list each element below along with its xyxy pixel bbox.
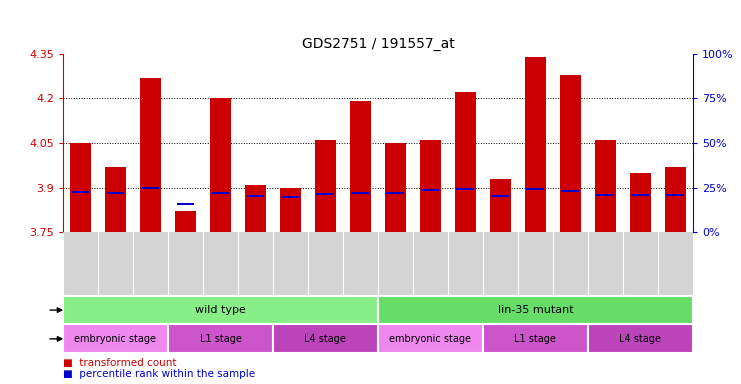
Bar — [378, 296, 693, 324]
Text: embryonic stage: embryonic stage — [75, 334, 156, 344]
Bar — [378, 324, 483, 353]
Bar — [631, 194, 649, 197]
Text: wild type: wild type — [195, 305, 246, 315]
Bar — [72, 191, 90, 193]
Bar — [560, 74, 581, 232]
Bar — [105, 167, 126, 232]
Bar — [525, 57, 546, 232]
Bar — [70, 143, 91, 232]
Bar — [140, 78, 161, 232]
Title: GDS2751 / 191557_at: GDS2751 / 191557_at — [302, 37, 454, 51]
Bar — [526, 188, 545, 190]
Text: ■  percentile rank within the sample: ■ percentile rank within the sample — [63, 369, 255, 379]
Bar — [483, 324, 588, 353]
Bar — [350, 101, 371, 232]
Bar — [280, 188, 301, 232]
Bar — [247, 195, 265, 197]
Text: ■  transformed count: ■ transformed count — [63, 358, 176, 368]
Bar — [176, 203, 194, 205]
Bar — [491, 195, 509, 197]
Text: embryonic stage: embryonic stage — [390, 334, 471, 344]
Bar — [107, 192, 124, 194]
Bar — [387, 192, 405, 194]
Bar — [422, 189, 439, 191]
Bar — [282, 196, 299, 198]
Text: L1 stage: L1 stage — [514, 334, 556, 344]
Bar — [588, 324, 693, 353]
Bar — [351, 192, 369, 194]
Bar — [420, 140, 441, 232]
Bar — [562, 190, 579, 192]
Bar — [665, 167, 686, 232]
Bar — [142, 187, 159, 189]
Bar — [597, 194, 614, 196]
Bar — [385, 143, 406, 232]
Bar — [63, 296, 378, 324]
Bar — [175, 212, 196, 232]
Bar — [630, 173, 651, 232]
Bar — [315, 140, 336, 232]
Bar — [456, 188, 474, 190]
Bar — [210, 98, 231, 232]
Text: lin-35 mutant: lin-35 mutant — [497, 305, 574, 315]
Bar — [273, 324, 378, 353]
Bar — [455, 93, 476, 232]
Bar — [168, 324, 273, 353]
Text: L1 stage: L1 stage — [199, 334, 242, 344]
Bar — [666, 194, 684, 197]
Bar — [63, 324, 168, 353]
Bar — [245, 185, 266, 232]
Text: L4 stage: L4 stage — [619, 334, 661, 344]
Text: L4 stage: L4 stage — [305, 334, 346, 344]
Bar — [211, 192, 230, 194]
Bar — [490, 179, 511, 232]
Bar — [316, 193, 334, 195]
Bar — [595, 140, 616, 232]
